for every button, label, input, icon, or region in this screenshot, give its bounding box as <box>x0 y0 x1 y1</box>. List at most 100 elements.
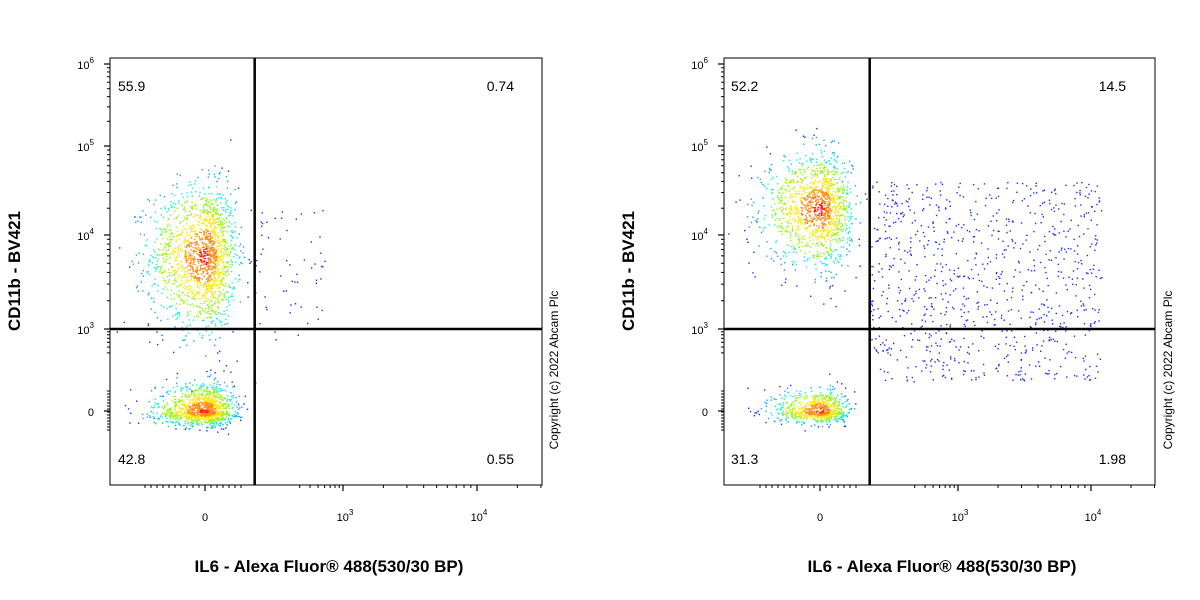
event-dot <box>199 396 201 399</box>
event-dot <box>212 229 214 231</box>
event-dot <box>207 272 209 274</box>
event-dot <box>229 214 231 217</box>
event-dot <box>177 246 179 249</box>
event-dot <box>205 395 207 397</box>
event-dot <box>808 194 810 196</box>
event-dot <box>778 191 780 194</box>
event-dot <box>778 230 780 233</box>
event-dot <box>822 245 825 247</box>
event-dot <box>178 419 180 421</box>
event-dot <box>156 403 159 405</box>
event-dot <box>152 407 154 409</box>
event-dot <box>226 248 228 251</box>
event-dot <box>147 265 150 267</box>
event-dot <box>197 406 199 409</box>
event-dot <box>817 253 819 255</box>
event-dot <box>212 293 214 295</box>
event-dot <box>159 270 161 272</box>
event-dot <box>842 184 845 187</box>
event-dot <box>791 260 793 263</box>
event-dot <box>819 180 821 182</box>
event-dot <box>213 173 216 176</box>
event-dot <box>832 232 834 234</box>
event-dot <box>192 305 195 308</box>
event-dot <box>813 181 816 183</box>
event-dot <box>217 277 220 279</box>
event-dot <box>202 382 204 385</box>
event-dot <box>819 167 821 169</box>
event-dot <box>820 235 822 237</box>
event-dot <box>169 415 171 417</box>
event-dot <box>810 161 813 163</box>
event-dot <box>221 207 223 209</box>
event-dot <box>791 225 794 228</box>
event-dot <box>320 265 323 268</box>
event-dot <box>160 234 162 237</box>
event-dot <box>129 266 131 268</box>
event-dot <box>815 231 817 234</box>
event-dot <box>197 407 199 410</box>
event-dot <box>205 410 207 412</box>
event-dot <box>780 201 782 204</box>
event-dot <box>843 168 846 170</box>
event-dot <box>196 267 198 270</box>
event-dot <box>818 237 820 240</box>
event-dot <box>824 230 826 232</box>
event-dot <box>246 408 249 410</box>
event-dot <box>762 230 765 232</box>
event-dot <box>161 229 163 231</box>
event-dot <box>792 401 794 403</box>
event-dot <box>821 170 823 173</box>
event-dot <box>797 193 799 195</box>
event-dot <box>193 414 195 417</box>
event-dot <box>216 255 218 258</box>
event-dot <box>813 403 815 405</box>
event-dot <box>833 228 835 230</box>
event-dot <box>199 306 201 309</box>
event-dot <box>786 225 789 227</box>
event-dot <box>790 411 792 414</box>
event-dot <box>217 387 219 390</box>
event-dot <box>207 289 209 292</box>
event-dot <box>214 235 216 237</box>
event-dot <box>140 281 143 283</box>
event-dot <box>808 257 811 260</box>
event-dot <box>210 278 213 280</box>
event-dot <box>797 243 799 245</box>
event-dot <box>839 196 841 198</box>
event-dot <box>230 244 233 246</box>
event-dot <box>794 208 796 210</box>
event-dot <box>154 211 157 214</box>
event-dot <box>777 195 779 197</box>
event-dot <box>231 381 233 383</box>
event-dot <box>198 298 200 300</box>
event-dot <box>223 207 225 209</box>
event-dot <box>217 417 219 420</box>
event-dot <box>196 233 198 235</box>
event-dot <box>167 226 169 228</box>
event-dot <box>785 418 787 421</box>
event-dot <box>847 181 849 184</box>
event-dot <box>208 391 211 393</box>
event-dot <box>169 409 171 411</box>
event-dot <box>212 405 215 407</box>
event-dot <box>194 183 196 185</box>
event-dot <box>840 222 842 225</box>
event-dot <box>206 422 209 424</box>
event-dot <box>802 197 805 199</box>
event-dot <box>762 227 765 229</box>
event-dot <box>207 316 209 319</box>
event-dot <box>773 420 775 422</box>
event-dot <box>228 399 231 401</box>
event-dot <box>800 200 802 202</box>
event-dot <box>174 257 176 259</box>
event-dot <box>186 219 188 221</box>
event-dot <box>827 200 830 203</box>
event-dot <box>798 241 800 244</box>
event-dot <box>207 247 209 249</box>
event-dot <box>826 169 829 171</box>
event-dot <box>165 414 167 416</box>
event-dot <box>754 412 756 414</box>
event-dot <box>226 255 229 257</box>
event-dot <box>161 231 164 234</box>
